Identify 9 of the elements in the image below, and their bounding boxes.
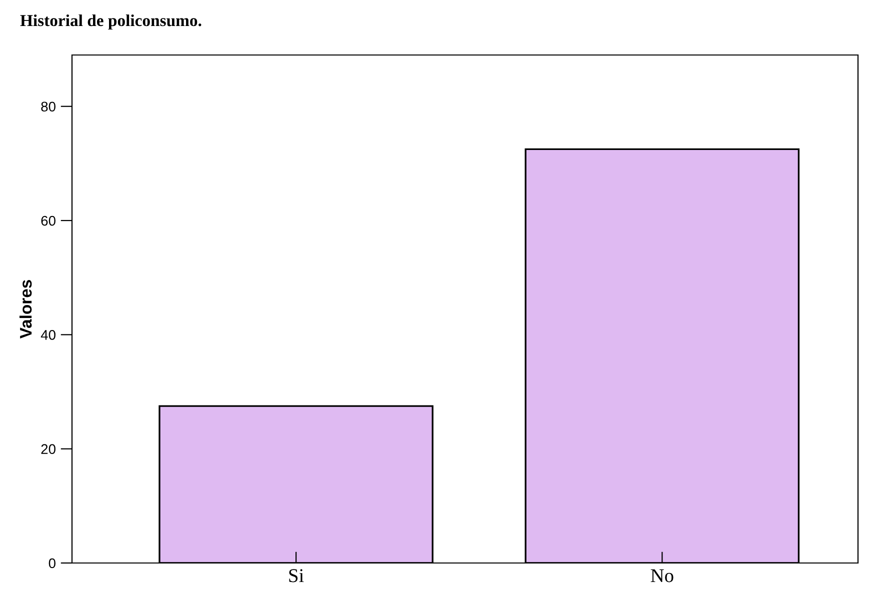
y-axis-title: Valores — [19, 280, 32, 339]
x-tick-label: Si — [289, 569, 304, 582]
y-tick-label: 40 — [40, 330, 56, 340]
y-tick-label: 60 — [41, 216, 56, 226]
y-tick-label: 0 — [48, 558, 56, 568]
y-tick-label: 20 — [41, 444, 56, 454]
x-tick-label: No — [650, 569, 674, 582]
y-tick-label: 80 — [41, 102, 56, 112]
chart-title: Historial de policonsumo. — [20, 14, 202, 30]
